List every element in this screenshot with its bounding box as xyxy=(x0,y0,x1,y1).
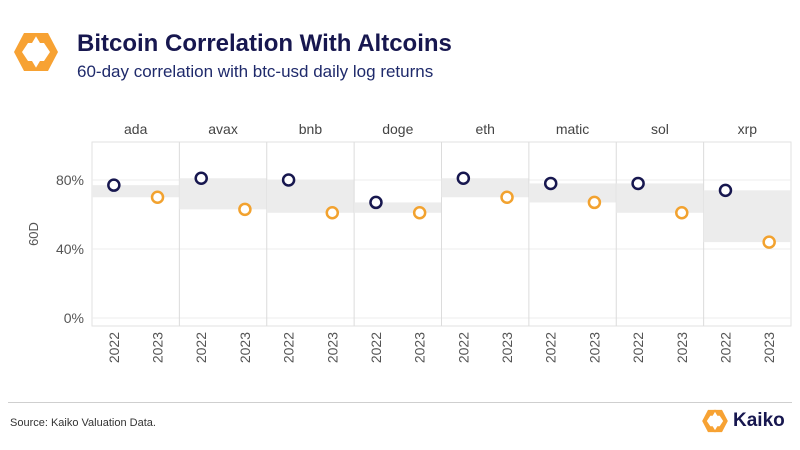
x-tick-label: 2022 xyxy=(455,332,471,363)
source-note: Source: Kaiko Valuation Data. xyxy=(10,417,156,429)
range-band xyxy=(354,202,442,213)
point-2022 xyxy=(718,183,733,198)
panel-label: sol xyxy=(651,121,669,137)
point-2023 xyxy=(150,190,165,204)
point-2023 xyxy=(238,202,252,217)
x-tick-label: 2023 xyxy=(586,332,602,363)
kaiko-brand: Kaiko xyxy=(701,405,785,437)
range-band xyxy=(179,178,267,210)
x-tick-label: 2022 xyxy=(193,332,209,363)
x-tick-label: 2023 xyxy=(150,332,166,363)
y-axis-label: 60D xyxy=(26,222,41,246)
point-2023 xyxy=(412,206,427,220)
x-tick-label: 2023 xyxy=(412,332,428,363)
x-tick-label: 2022 xyxy=(630,332,646,363)
panel-label: bnb xyxy=(299,121,323,137)
x-tick-label: 2022 xyxy=(281,332,297,363)
point-2022 xyxy=(631,176,645,191)
panel-label: ada xyxy=(124,121,148,137)
point-2023 xyxy=(500,190,514,204)
point-2022 xyxy=(456,171,471,186)
range-band xyxy=(528,183,617,203)
footer-divider xyxy=(8,402,792,403)
panel-label: xrp xyxy=(738,121,758,137)
point-2022 xyxy=(107,178,121,192)
point-2023 xyxy=(325,206,340,220)
point-2022 xyxy=(543,176,558,191)
correlation-chart: 0% 40% 80% 60D ada 2022 2023 avax 2022 2023 bnb 202… xyxy=(26,121,792,363)
range-band xyxy=(92,185,180,198)
point-2023 xyxy=(587,195,602,210)
point-2022 xyxy=(281,173,296,187)
x-tick-label: 2023 xyxy=(237,332,253,363)
x-tick-label: 2022 xyxy=(106,332,122,363)
range-band xyxy=(441,178,529,198)
point-2023 xyxy=(675,206,689,220)
panel-label: avax xyxy=(208,121,238,137)
range-band xyxy=(266,180,355,213)
x-tick-label: 2022 xyxy=(717,332,733,363)
range-band xyxy=(703,190,791,243)
x-tick-label: 2023 xyxy=(674,332,690,363)
kaiko-brand-label: Kaiko xyxy=(733,410,785,431)
panel-label: matic xyxy=(556,121,589,137)
panel-label: doge xyxy=(382,121,413,137)
range-band xyxy=(616,183,704,213)
kaiko-logo-icon xyxy=(14,33,58,71)
x-tick-label: 2023 xyxy=(324,332,340,363)
point-2022 xyxy=(369,195,383,210)
point-2022 xyxy=(194,171,208,186)
x-tick-label: 2022 xyxy=(543,332,559,363)
x-tick-label: 2023 xyxy=(761,332,777,363)
panel-label: eth xyxy=(475,121,494,137)
y-tick-label: 80% xyxy=(56,172,84,188)
chart-subtitle: 60-day correlation with btc-usd daily lo… xyxy=(77,62,434,81)
kaiko-brand-icon xyxy=(702,409,728,433)
y-tick-label: 40% xyxy=(56,241,84,257)
chart-title: Bitcoin Correlation With Altcoins xyxy=(77,30,452,57)
x-tick-label: 2022 xyxy=(368,332,384,363)
point-2023 xyxy=(762,235,776,249)
x-tick-label: 2023 xyxy=(499,332,515,363)
y-tick-label: 0% xyxy=(64,310,84,326)
